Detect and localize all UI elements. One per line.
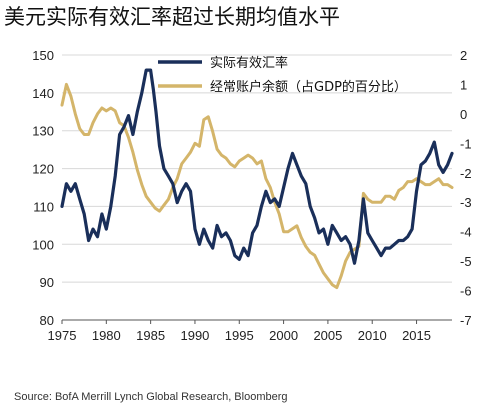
x-tick-label: 2005 xyxy=(313,328,342,343)
x-tick-label: 1975 xyxy=(48,328,77,343)
series-layer xyxy=(60,68,454,290)
x-tick-label: 1985 xyxy=(136,328,165,343)
right-y-tick-label: -1 xyxy=(460,136,472,151)
left-y-tick-label: 90 xyxy=(40,275,54,290)
right-y-tick-label: -2 xyxy=(460,166,472,181)
right-y-tick-label: -4 xyxy=(460,225,472,240)
left-y-tick-label: 80 xyxy=(40,313,54,328)
left-y-tick-label: 110 xyxy=(33,199,54,214)
left-y-tick-label: 130 xyxy=(32,124,54,139)
chart-title: 美元实际有效汇率超过长期均值水平 xyxy=(4,5,340,29)
right-y-tick-label: -3 xyxy=(460,195,472,210)
right-y-tick-label: 0 xyxy=(460,107,467,122)
legend-label: 实际有效汇率 xyxy=(210,55,288,71)
right-y-tick-label: -5 xyxy=(460,254,472,269)
x-tick-label: 1995 xyxy=(225,328,254,343)
right-y-tick-label: -7 xyxy=(460,313,472,328)
x-tick-label: 2010 xyxy=(358,328,387,343)
left-y-tick-label: 140 xyxy=(32,86,54,101)
series-line-real-exchange-rate xyxy=(60,68,454,265)
series-line-current-account xyxy=(60,82,454,290)
right-y-tick-label: 2 xyxy=(460,48,467,63)
x-tick-label: 2000 xyxy=(269,328,298,343)
x-tick-label: 1980 xyxy=(92,328,121,343)
left-y-tick-label: 120 xyxy=(32,162,54,177)
left-y-tick-label: 150 xyxy=(32,48,54,63)
right-y-tick-label: 1 xyxy=(460,77,467,92)
left-y-tick-label: 100 xyxy=(32,237,54,252)
x-tick-label: 2015 xyxy=(402,328,431,343)
source-note: Source: BofA Merrill Lynch Global Resear… xyxy=(14,391,288,403)
right-y-tick-label: -6 xyxy=(460,284,472,299)
x-tick-label: 1990 xyxy=(180,328,209,343)
axes: 80 90 100 110 120 130 140 150 -7 -6 -5 -4 -3 -2 -1 0 1 2 1… xyxy=(32,48,471,343)
legend-label: 经常账户余额（占GDP的百分比） xyxy=(210,79,407,95)
